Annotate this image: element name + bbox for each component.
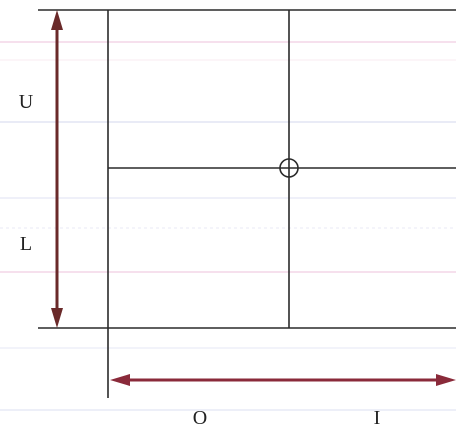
label-inner: I [374, 407, 381, 429]
label-outer: O [193, 407, 207, 429]
vertical-arrow-head-up [51, 10, 63, 30]
horizontal-arrow-head-right [436, 374, 456, 386]
horizontal-double-arrow [110, 374, 456, 386]
vertical-double-arrow [51, 10, 63, 328]
intersection-circle-marker [279, 158, 299, 178]
vertical-arrow-head-down [51, 308, 63, 328]
frame [38, 9, 456, 398]
label-lower: L [20, 233, 32, 255]
background-ghost-lines [0, 41, 456, 411]
label-upper: U [19, 91, 34, 113]
horizontal-arrow-head-left [110, 374, 130, 386]
